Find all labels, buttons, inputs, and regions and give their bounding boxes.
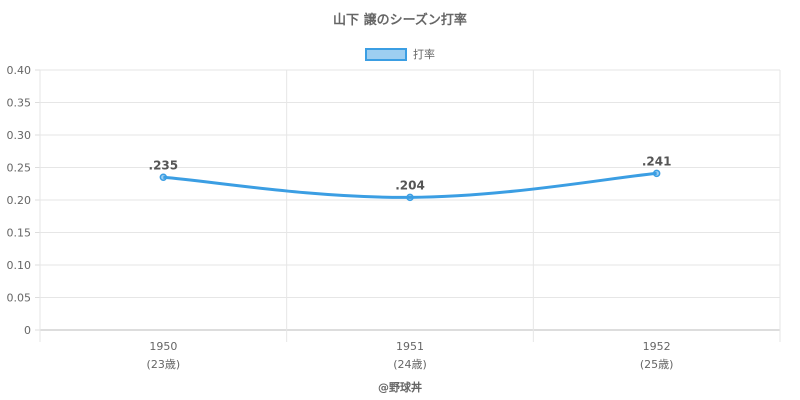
y-tick-label: 0.10 <box>7 259 32 272</box>
y-tick-label: 0.40 <box>7 64 32 77</box>
chart-title: 山下 譲のシーズン打率 <box>333 13 467 28</box>
footer-credit: @野球丼 <box>378 381 422 394</box>
data-point[interactable] <box>159 173 168 181</box>
legend-swatch <box>365 47 407 61</box>
data-label: .241 <box>642 154 672 168</box>
x-tick-sublabel: (23歳) <box>147 358 181 371</box>
y-tick-label: 0.35 <box>7 97 32 110</box>
y-tick-label: 0 <box>24 324 31 337</box>
y-tick-label: 0.20 <box>7 194 32 207</box>
y-tick-label: 0.30 <box>7 129 32 142</box>
x-tick-sublabel: (25歳) <box>640 358 674 371</box>
x-tick-label: 1951 <box>396 340 424 353</box>
legend-label: 打率 <box>413 48 435 61</box>
data-point[interactable] <box>652 169 661 178</box>
x-tick-sublabel: (24歳) <box>393 358 427 371</box>
y-tick-label: 0.15 <box>7 227 32 240</box>
data-label: .204 <box>395 178 425 192</box>
x-tick-label: 1952 <box>643 340 671 353</box>
legend[interactable]: 打率 <box>0 46 800 62</box>
data-label: .235 <box>149 158 179 172</box>
x-tick-label: 1950 <box>149 340 177 353</box>
y-tick-label: 0.25 <box>7 162 32 175</box>
data-point[interactable] <box>406 193 414 202</box>
y-tick-label: 0.05 <box>7 292 32 305</box>
